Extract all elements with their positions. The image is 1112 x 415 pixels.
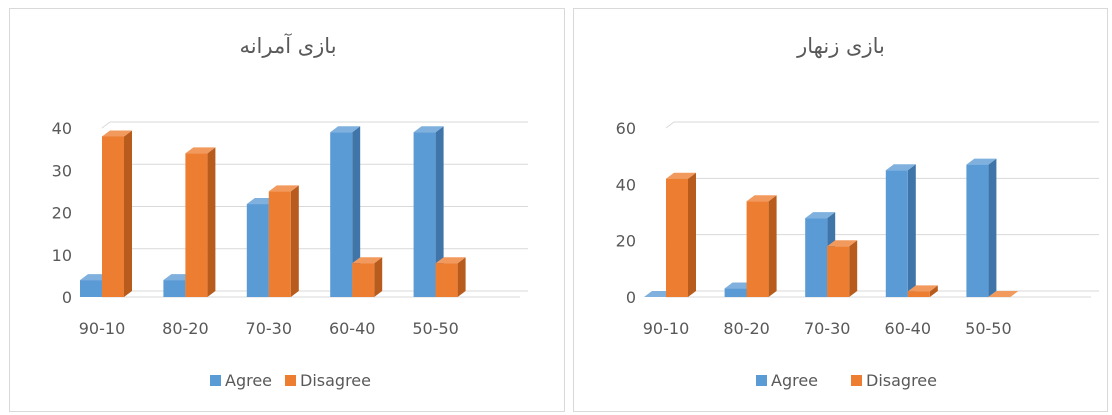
bar-side [907, 164, 916, 297]
x-tick-label: 60-40 [329, 319, 376, 338]
bar-side [457, 257, 466, 297]
bar-front [413, 132, 436, 297]
y-tick-label: 60 [616, 119, 636, 138]
chart-title: بازی آمرانه [239, 33, 336, 58]
x-tick-label: 70-30 [246, 319, 293, 338]
bar-disagree-80-20 [185, 147, 216, 297]
bar-disagree-70-30 [268, 185, 299, 297]
chart-panel-authoritarian: بازی آمرانه 0 10 20 30 40 90-10 80-20 70-30 60-… [9, 8, 565, 412]
bar-side [374, 257, 383, 297]
legend-label-disagree: Disagree [300, 371, 371, 390]
x-tick-label: 80-20 [723, 319, 770, 338]
x-tick-label: 50-50 [965, 319, 1012, 338]
bar-top [185, 147, 216, 154]
bar-side [988, 158, 997, 297]
gridline-depth [101, 121, 111, 129]
bar-top [988, 291, 1019, 297]
bar-disagree-70-30 [827, 240, 858, 297]
bar-front [907, 291, 930, 297]
bar-front [246, 204, 269, 297]
bar-agree-50-50 [966, 158, 997, 297]
chart-authoritarian: بازی آمرانه 0 10 20 30 40 90-10 80-20 70-30 60-… [52, 33, 528, 390]
bar-disagree-60-40 [352, 257, 383, 297]
bar-front [80, 280, 102, 297]
gridline-depth [665, 121, 675, 129]
bar-top [885, 164, 916, 171]
bar-front [185, 153, 208, 297]
bar-front [724, 288, 747, 297]
bar-disagree-60-40 [907, 285, 938, 297]
legend-swatch-agree [210, 375, 221, 386]
chart-legend: Agree Disagree [210, 371, 371, 390]
bar-disagree-50-50 [435, 257, 466, 297]
bar-side [688, 172, 696, 297]
x-tick-label: 90-10 [643, 319, 690, 338]
bar-agree-60-40 [330, 126, 361, 297]
x-tick-label: 60-40 [885, 319, 932, 338]
bar-front [102, 136, 124, 297]
bar-front [435, 263, 458, 297]
bar-top [268, 185, 299, 192]
legend-swatch-agree [756, 375, 767, 386]
y-tick-label: 20 [616, 232, 636, 251]
bar-disagree-90-10 [102, 130, 132, 297]
bar-top [805, 212, 836, 219]
y-tick-label: 0 [62, 288, 72, 307]
bar-front [268, 191, 291, 297]
y-tick-label: 20 [52, 204, 72, 223]
bar-disagree-50-50 [988, 291, 1019, 297]
x-tick-label: 90-10 [79, 319, 126, 338]
bar-top [666, 172, 696, 179]
y-tick-label: 0 [626, 288, 636, 307]
legend-label-agree: Agree [225, 371, 272, 390]
bar-side [435, 126, 444, 297]
bar-side [290, 185, 299, 297]
bar-front [163, 280, 186, 297]
bar-front [827, 246, 850, 297]
y-tick-label: 30 [52, 161, 72, 180]
bar-top [413, 126, 444, 133]
y-tick-label: 40 [616, 175, 636, 194]
y-tick-label: 40 [52, 119, 72, 138]
bar-top [966, 158, 997, 165]
legend-label-agree: Agree [771, 371, 818, 390]
legend-swatch-disagree [851, 375, 862, 386]
bar-agree-50-50 [413, 126, 444, 297]
bar-front [666, 178, 688, 297]
chart-warning: بازی زنهار 0 20 40 60 90-10 80-20 70-30 60-40 5… [616, 34, 1099, 390]
chart-title: بازی زنهار [796, 34, 885, 58]
bar-front [966, 164, 989, 297]
bar-front [885, 170, 908, 297]
bar-disagree-80-20 [746, 195, 777, 297]
bar-top [435, 257, 466, 264]
bar-side [124, 130, 132, 297]
bar-top [746, 195, 777, 202]
y-tick-label: 10 [52, 246, 72, 265]
bar-top [102, 130, 132, 137]
legend-swatch-disagree [285, 375, 296, 386]
bar-side [929, 285, 938, 297]
legend-label-disagree: Disagree [866, 371, 937, 390]
bar-top [827, 240, 858, 247]
bar-agree-60-40 [885, 164, 916, 297]
bar-front [746, 201, 769, 297]
bar-side [768, 195, 777, 297]
bar-side [352, 126, 361, 297]
x-tick-label: 80-20 [162, 319, 209, 338]
bar-top [352, 257, 383, 264]
chart-panel-warning: بازی زنهار 0 20 40 60 90-10 80-20 70-30 60-40 5… [573, 8, 1108, 412]
x-tick-label: 50-50 [412, 319, 459, 338]
bar-agree-70-30 [805, 212, 836, 297]
x-tick-label: 70-30 [804, 319, 851, 338]
bar-front [805, 218, 828, 297]
bar-side [207, 147, 216, 297]
bar-front [330, 132, 353, 297]
chart-legend: Agree Disagree [756, 371, 937, 390]
bar-top [330, 126, 361, 133]
bar-side [849, 240, 858, 297]
bar-top [907, 285, 938, 292]
bar-front [352, 263, 375, 297]
bar-disagree-90-10 [666, 172, 696, 297]
